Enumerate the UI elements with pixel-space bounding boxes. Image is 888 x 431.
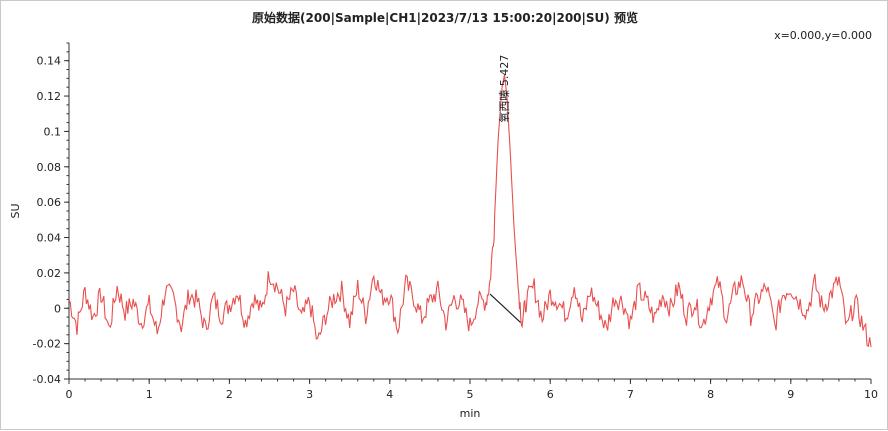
- y-axis-label: SU: [9, 203, 22, 218]
- x-axis-label: min: [460, 407, 481, 420]
- y-tick-label: -0.04: [33, 373, 61, 386]
- y-axis-ticks: -0.04 -0.02 0 0.02 0.04 0.06 0.08 0.1 0.12 0.14: [33, 42, 69, 386]
- y-tick-label: 0.06: [37, 196, 62, 209]
- x-tick-label: 8: [707, 388, 714, 401]
- x-tick-label: 2: [226, 388, 233, 401]
- y-tick-label: 0.1: [44, 125, 62, 138]
- x-axis-ticks: 0 1 2 3 4 5 6 7 8 9 10: [66, 379, 878, 401]
- y-tick-label: 0.14: [37, 55, 62, 68]
- y-tick-label: 0.12: [37, 90, 62, 103]
- series-line: [68, 74, 872, 348]
- x-tick-label: 0: [66, 388, 73, 401]
- peak-label: 氧西嗪 5.427: [497, 55, 511, 123]
- x-tick-label: 9: [787, 388, 794, 401]
- x-tick-label: 3: [306, 388, 313, 401]
- x-tick-label: 10: [864, 388, 878, 401]
- y-tick-label: 0.04: [37, 232, 62, 245]
- x-tick-label: 5: [467, 388, 474, 401]
- chart-title: 原始数据(200|Sample|CH1|2023/7/13 15:00:20|2…: [252, 10, 638, 25]
- coordinate-readout: x=0.000,y=0.000: [774, 29, 872, 42]
- baseline-marker: [489, 293, 521, 323]
- y-tick-label: 0: [54, 302, 61, 315]
- x-tick-label: 1: [146, 388, 153, 401]
- y-tick-label: 0.02: [37, 267, 62, 280]
- y-tick-label: 0.08: [37, 161, 62, 174]
- x-tick-label: 6: [547, 388, 554, 401]
- y-tick-label: -0.02: [33, 338, 61, 351]
- x-tick-label: 4: [386, 388, 393, 401]
- x-tick-label: 7: [627, 388, 634, 401]
